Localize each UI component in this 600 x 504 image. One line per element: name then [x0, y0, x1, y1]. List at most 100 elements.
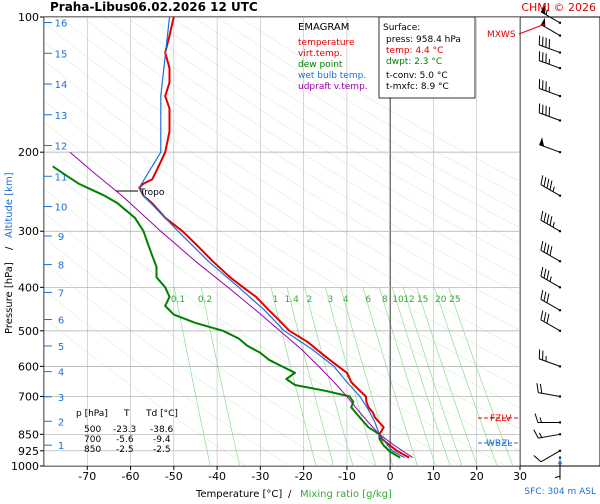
wind-barb-dot	[559, 450, 561, 452]
altitude-tick-label: 14	[55, 80, 68, 91]
table-cell: 700	[84, 435, 101, 445]
sfc-label: SFC: 304 m ASL	[524, 487, 596, 497]
wind-barb-dot	[559, 194, 561, 196]
y-tick-label: 925	[18, 445, 39, 458]
mixing-ratio-label: 25	[449, 295, 460, 305]
x-axis-label-mixing-ratio: Mixing ratio [g/kg]	[300, 489, 392, 500]
surface-temp: temp: 4.4 °C	[386, 46, 443, 56]
table-cell: 850	[84, 445, 101, 455]
level-table: p [hPa] T Td [°C] 500 -23.3 -38.6 700 -5…	[76, 409, 178, 455]
mixing-ratio-label: 0.2	[198, 295, 212, 305]
mixing-ratio-label: 4	[343, 295, 349, 305]
mixing-ratio-label: 20	[435, 295, 447, 305]
surface-tmxfc: t-mxfc: 8.9 °C	[386, 82, 449, 92]
surface-dwpt: dwpt: 2.3 °C	[386, 57, 442, 67]
wind-barb-dot	[559, 286, 561, 288]
altitude-tick-label: 6	[58, 316, 64, 327]
altitude-tick-label: 15	[55, 49, 68, 60]
altitude-tick-label: 1	[58, 441, 64, 452]
wind-barb-dot	[559, 51, 561, 53]
x-tick-label: -50	[165, 470, 183, 483]
altitude-tick-label: 9	[58, 232, 64, 243]
legend-updraft: udpraft v.temp.	[298, 82, 368, 92]
table-header-td: Td [°C]	[145, 409, 178, 419]
wind-barb-dot	[559, 309, 561, 311]
x-tick-label: -30	[251, 470, 269, 483]
altitude-tick-label: 8	[58, 261, 64, 272]
x-tick-label: 30	[513, 470, 527, 483]
x-tick-label: -70	[78, 470, 96, 483]
x-tick-label: -20	[295, 470, 313, 483]
table-cell: -23.3	[113, 425, 136, 435]
surface-wind-dot	[558, 461, 562, 465]
surface-box: Surface: press: 958.4 hPa temp: 4.4 °C d…	[379, 17, 475, 98]
mixing-ratio-label: 2	[307, 295, 313, 305]
wind-barb-dot	[559, 151, 561, 153]
x-tick-label: 20	[470, 470, 484, 483]
y-axis-label: Pressure [hPa]	[4, 262, 15, 334]
copyright: CHMI © 2026	[521, 1, 596, 14]
mixing-ratio-label: 1	[273, 295, 279, 305]
x-tick-label: 0	[387, 470, 394, 483]
x-tick-label: -60	[122, 470, 140, 483]
legend-virt-temp: virt.temp.	[298, 49, 342, 59]
wind-barb-half-feather	[555, 476, 560, 478]
y-axis-label-separator: /	[4, 246, 15, 250]
table-cell: -9.4	[153, 435, 171, 445]
y-tick-label: 1000	[11, 460, 39, 473]
wind-barb-dot	[559, 230, 561, 232]
table-cell: -2.5	[153, 445, 171, 455]
altitude-tick-label: 2	[58, 417, 64, 428]
altitude-tick-label: 4	[58, 368, 64, 379]
altitude-tick-label: 3	[58, 393, 64, 404]
mixing-ratio-label: 3	[328, 295, 334, 305]
y-tick-label: 200	[18, 146, 39, 159]
y-tick-label: 400	[18, 281, 39, 294]
wind-barb-dot	[559, 395, 561, 397]
wbzl-label: WBZL	[486, 439, 512, 449]
surface-tconv: t-conv: 5.0 °C	[386, 71, 448, 81]
mixing-ratio-label: 15	[417, 295, 428, 305]
table-cell: -5.6	[116, 435, 134, 445]
altitude-tick-label: 12	[55, 142, 68, 153]
y-axis-labels: Pressure [hPa] / Altitude [km]	[4, 172, 15, 334]
mixing-ratio-label: 0.1	[171, 295, 185, 305]
mixing-ratio-label: 10	[392, 295, 404, 305]
x-axis-label-separator: /	[288, 489, 292, 500]
table-cell: -38.6	[150, 425, 174, 435]
fzlv-label: FZLV	[490, 414, 512, 424]
datetime: 06.02.2026 12 UTC	[130, 0, 258, 14]
y-tick-label: 100	[18, 11, 39, 24]
altitude-tick-label: 13	[55, 111, 68, 122]
y-tick-label: 600	[18, 360, 39, 373]
altitude-tick-label: 16	[55, 19, 68, 30]
station-name: Praha-Libus	[50, 0, 130, 14]
wind-barb-dot	[559, 34, 561, 36]
tropo-label: Tropo	[139, 188, 165, 198]
y-tick-label: 850	[18, 428, 39, 441]
wind-barb-dot	[559, 260, 561, 262]
table-cell: 500	[84, 425, 101, 435]
mixing-ratio-label: 8	[382, 295, 388, 305]
y-axis-label-altitude: Altitude [km]	[4, 172, 15, 238]
mixing-ratio-label: 1.4	[285, 295, 300, 305]
y-tick-label: 700	[18, 390, 39, 403]
wind-panel	[520, 17, 600, 466]
wind-barb-dot	[559, 119, 561, 121]
x-tick-label: -10	[338, 470, 356, 483]
x-tick-label: -40	[208, 470, 226, 483]
x-axis-label: Temperature [°C]	[195, 489, 282, 500]
legend-wet-bulb: wet bulb temp.	[298, 71, 366, 81]
wind-barb-dot	[559, 67, 561, 69]
mxws-label: MXWS	[487, 30, 516, 40]
table-cell: -2.5	[116, 445, 134, 455]
surface-press: press: 958.4 hPa	[386, 35, 461, 45]
altitude-tick-label: 5	[58, 342, 64, 353]
y-tick-label: 300	[18, 225, 39, 238]
altitude-tick-label: 10	[55, 203, 68, 214]
surface-title: Surface:	[383, 23, 420, 33]
legend-title: EMAGRAM	[298, 22, 349, 33]
mixing-ratio-label: 12	[403, 295, 414, 305]
